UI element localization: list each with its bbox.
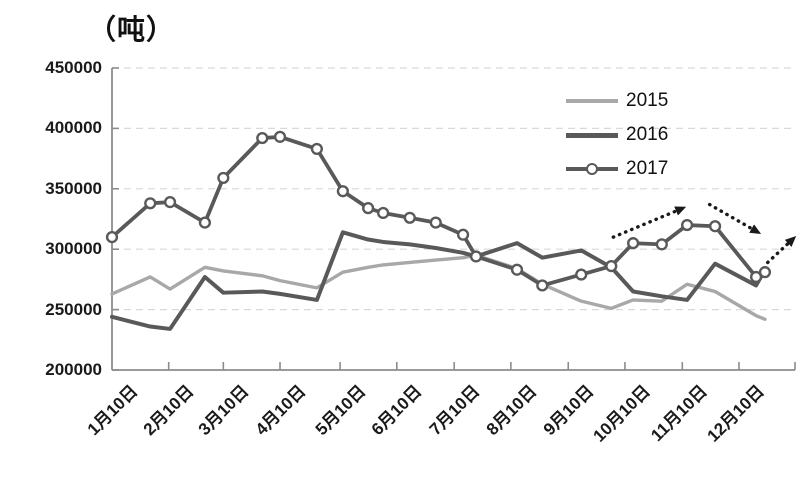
chart-title: （吨） [88,14,176,45]
data-point-marker-2017 [403,211,416,224]
legend-label-2015: 2015 [626,90,669,111]
data-point-marker-2017 [655,238,668,251]
data-point-marker-2017 [362,202,375,215]
legend-line-2016 [566,132,618,138]
data-point-marker-2017 [749,270,763,284]
legend-line-2015 [566,99,618,103]
data-point-marker-2017 [105,231,119,244]
data-point-marker-2017 [256,131,269,145]
legend-label-2017: 2017 [626,158,669,179]
data-point-marker-2017 [273,130,287,143]
data-point-marker-2017 [575,268,588,281]
series-line-2016 [110,230,767,331]
data-point-marker-2017 [627,237,640,250]
data-point-marker-2017 [680,218,694,232]
y-axis-label: 350000 [45,178,102,198]
data-point-marker-2017 [456,228,470,241]
data-point-marker-2017 [536,279,549,292]
legend-item-2016: 2016 [566,118,668,152]
y-axis-label: 200000 [45,360,102,379]
data-point-marker-2017 [708,220,722,233]
data-point-marker-2017 [377,206,390,220]
y-axis-label: 250000 [45,299,102,319]
legend-circle-marker-icon [586,163,598,175]
data-point-marker-2017 [198,216,211,229]
legend-item-2017: 2017 [566,152,668,186]
data-point-marker-2017 [605,260,618,273]
data-point-marker-2017 [144,197,157,210]
y-axis-label: 400000 [45,118,102,138]
data-point-marker-2017 [469,250,483,263]
data-point-marker-2017 [758,266,772,279]
downtrend-arrow-december-icon [707,202,762,235]
y-axis-label: 300000 [45,239,102,259]
data-point-marker-2017 [310,142,324,156]
y-axis-label: 450000 [45,58,102,77]
legend: 2015 2016 2017 [566,84,668,186]
legend-line-2017 [566,163,618,175]
legend-item-2015: 2015 [566,84,668,118]
uptrend-arrow-october-icon [611,206,687,239]
series-line-2015 [110,253,767,321]
data-point-marker-2017 [217,171,230,185]
data-point-marker-2017 [336,185,349,198]
data-point-marker-2017 [510,263,524,276]
uptrend-arrow-yearend-icon [765,235,797,265]
legend-label-2016: 2016 [626,124,669,145]
data-point-marker-2017 [163,195,177,209]
data-point-marker-2017 [429,216,442,229]
